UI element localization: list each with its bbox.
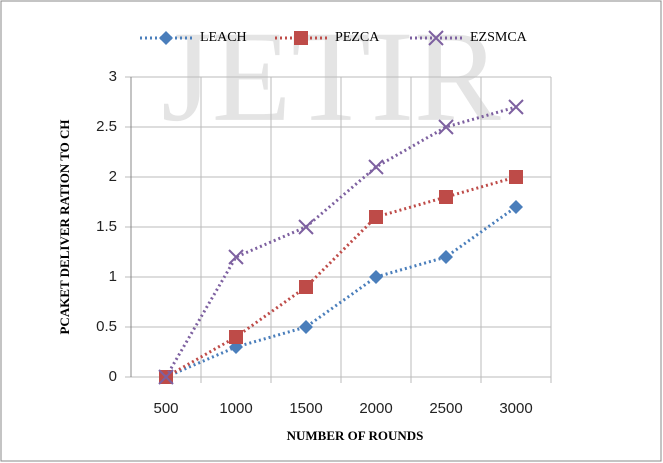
x-tick-label: 1000 bbox=[219, 400, 252, 417]
y-tick-label: 1.5 bbox=[96, 218, 117, 235]
x-tick-label: 500 bbox=[153, 400, 178, 417]
legend-label: LEACH bbox=[200, 30, 247, 45]
marker bbox=[369, 210, 383, 224]
y-tick-label: 2 bbox=[109, 168, 117, 185]
marker bbox=[229, 330, 243, 344]
x-tick-label: 2500 bbox=[429, 400, 462, 417]
y-tick-label: 2.5 bbox=[96, 118, 117, 135]
marker bbox=[439, 190, 453, 204]
y-tick-label: 3 bbox=[109, 68, 117, 85]
legend-marker bbox=[294, 31, 308, 45]
y-tick-label: 0 bbox=[109, 368, 117, 385]
chart: JETIR NUMBER OF ROUNDS PCAKET DELIVER RA… bbox=[0, 0, 663, 463]
y-tick-label: 1 bbox=[109, 268, 117, 285]
y-tick-label: 0.5 bbox=[96, 318, 117, 335]
x-tick-label: 3000 bbox=[499, 400, 532, 417]
legend-label: EZSMCA bbox=[470, 30, 528, 45]
y-axis-title: PCAKET DELIVER RATION TO CH bbox=[57, 119, 72, 334]
legend-label: PEZCA bbox=[335, 30, 380, 45]
marker bbox=[299, 280, 313, 294]
x-axis-title: NUMBER OF ROUNDS bbox=[287, 428, 424, 443]
x-tick-label: 1500 bbox=[289, 400, 322, 417]
marker bbox=[509, 170, 523, 184]
x-tick-label: 2000 bbox=[359, 400, 392, 417]
